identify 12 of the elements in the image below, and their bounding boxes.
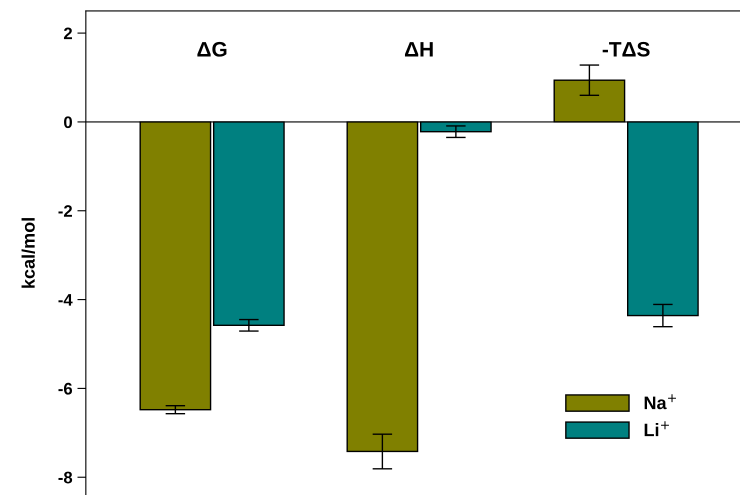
- x-tick-label: ΔH: [404, 42, 433, 56]
- y-tick-label: 0: [64, 116, 72, 128]
- legend-label: Na$^{+}$: [644, 394, 676, 410]
- x-tick-label: ΔG: [197, 42, 226, 57]
- y-tick-label: 2: [64, 28, 72, 40]
- y-tick-label: -2: [58, 205, 72, 217]
- y-tick-label: -4: [58, 294, 73, 306]
- x-tick-label: -TΔS: [602, 42, 650, 57]
- legend-label: Li$^{+}$: [644, 421, 669, 436]
- y-tick-label: -6: [58, 382, 72, 395]
- y-tick-label: -8: [58, 472, 72, 484]
- y-axis-title: kcal/mol: [22, 218, 35, 288]
